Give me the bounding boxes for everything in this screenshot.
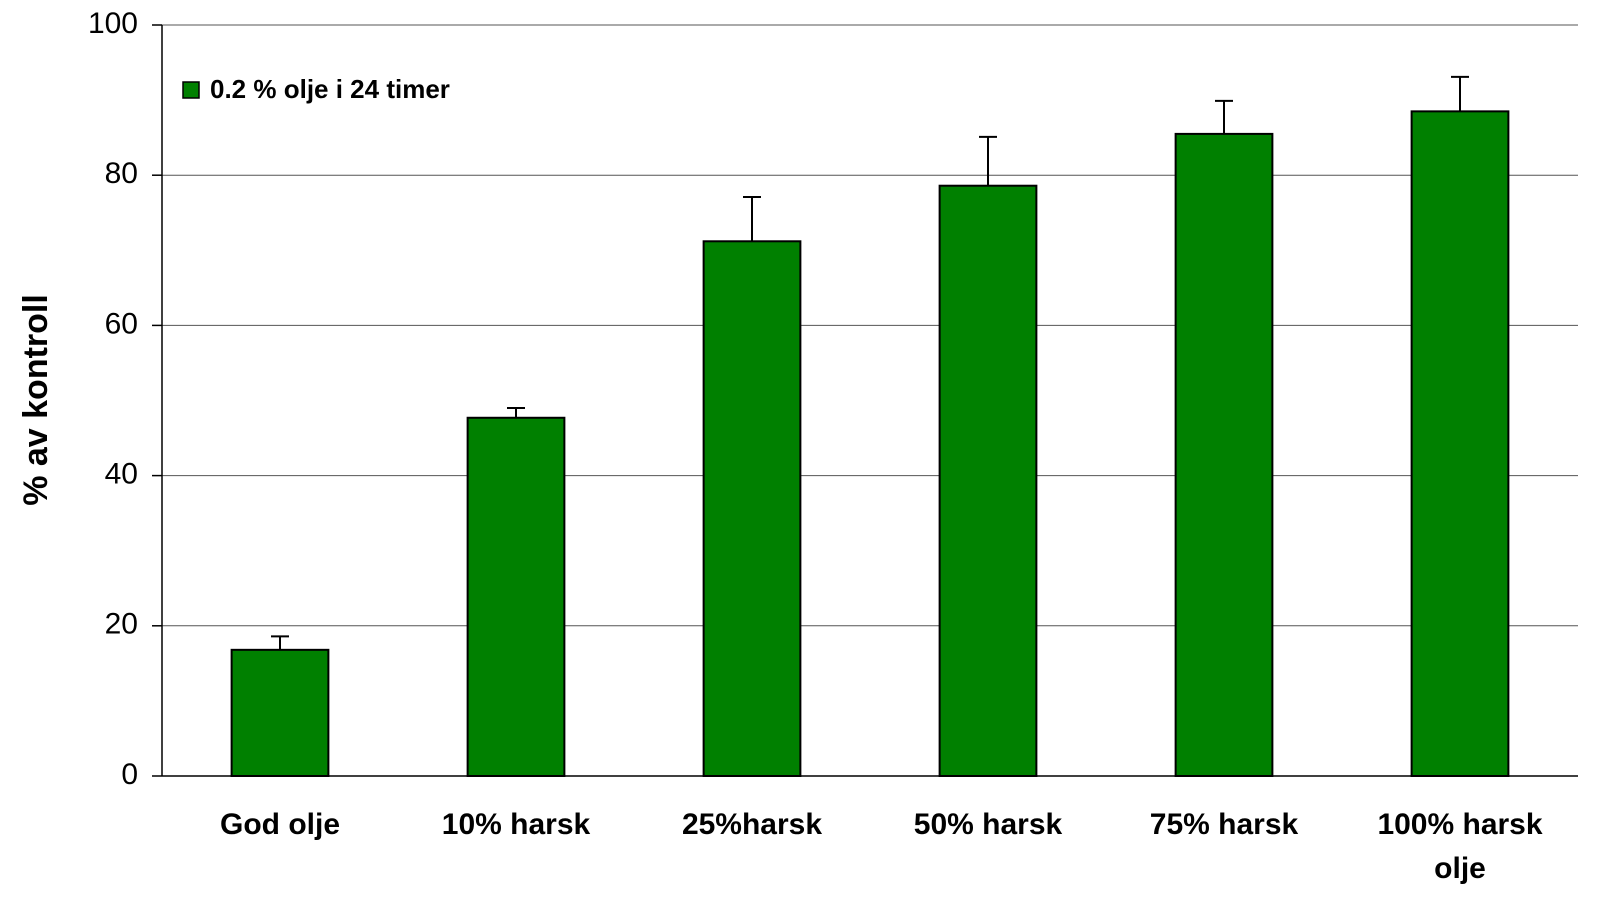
bar [938,184,1038,778]
x-tick-label: 10% harsk [441,808,591,841]
error-bar [1215,99,1233,134]
y-tick-label: 0 [121,758,138,791]
x-tick-label: 100% harsk olje [1377,808,1543,885]
bar [1174,132,1274,777]
y-tick-label: 40 [105,458,138,491]
legend-label: 0.2 % olje i 24 timer [210,74,450,104]
legend-swatch [182,81,200,99]
y-tick-label: 60 [105,307,138,340]
x-tick-label: 50% harsk [913,808,1063,841]
error-bar [271,635,289,650]
bar [230,648,330,777]
error-bar [1451,75,1469,112]
y-tick-label: 100 [88,7,138,40]
error-bar [979,135,997,186]
y-tick-label: 20 [105,608,138,641]
x-tick-label: 25%harsk [681,808,823,841]
error-bar [743,195,761,242]
bar [702,240,802,777]
error-bar [507,407,525,418]
y-tick-label: 80 [105,157,138,190]
bar [1410,110,1510,778]
x-tick-label: 75% harsk [1149,808,1299,841]
bar [466,416,566,777]
x-tick-label: God olje [220,808,340,841]
y-axis-label: % av kontroll [17,294,55,506]
